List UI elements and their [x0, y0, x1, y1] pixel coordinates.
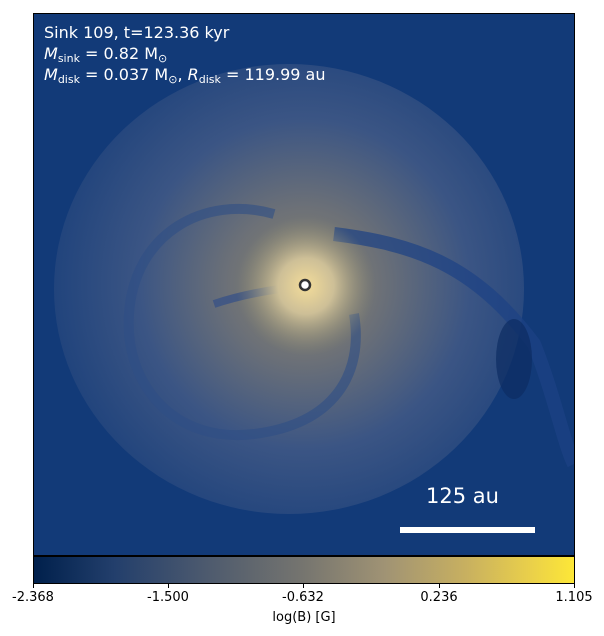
colorbar-tick-label: 0.236 [420, 590, 458, 605]
colorbar-tick [33, 584, 34, 588]
colorbar-tick [303, 584, 304, 588]
colorbar-tick [439, 584, 440, 588]
colorbar-tick-label: -0.632 [282, 590, 324, 605]
scale-bar [400, 527, 535, 533]
disk-annotation: Mdisk = 0.037 M⊙, Rdisk = 119.99 au [44, 65, 326, 86]
colorbar-tick-label: -1.500 [147, 590, 189, 605]
colorbar-tick-label: -2.368 [12, 590, 54, 605]
colorbar-label: log(B) [G] [272, 610, 336, 625]
scale-bar-label: 125 au [426, 484, 499, 508]
sink-title: Sink 109, t=123.36 kyr [44, 23, 230, 42]
magnetic-field-map: Sink 109, t=123.36 kyr Msink = 0.82 M⊙ M… [33, 13, 575, 556]
field-map-image [34, 14, 574, 555]
sink-mass-annotation: Msink = 0.82 M⊙ [44, 44, 168, 65]
sink-particle [298, 278, 312, 292]
colorbar-tick [168, 584, 169, 588]
colorbar [33, 556, 575, 584]
colorbar-tick [574, 584, 575, 588]
colorbar-tick-label: 1.105 [555, 590, 593, 605]
